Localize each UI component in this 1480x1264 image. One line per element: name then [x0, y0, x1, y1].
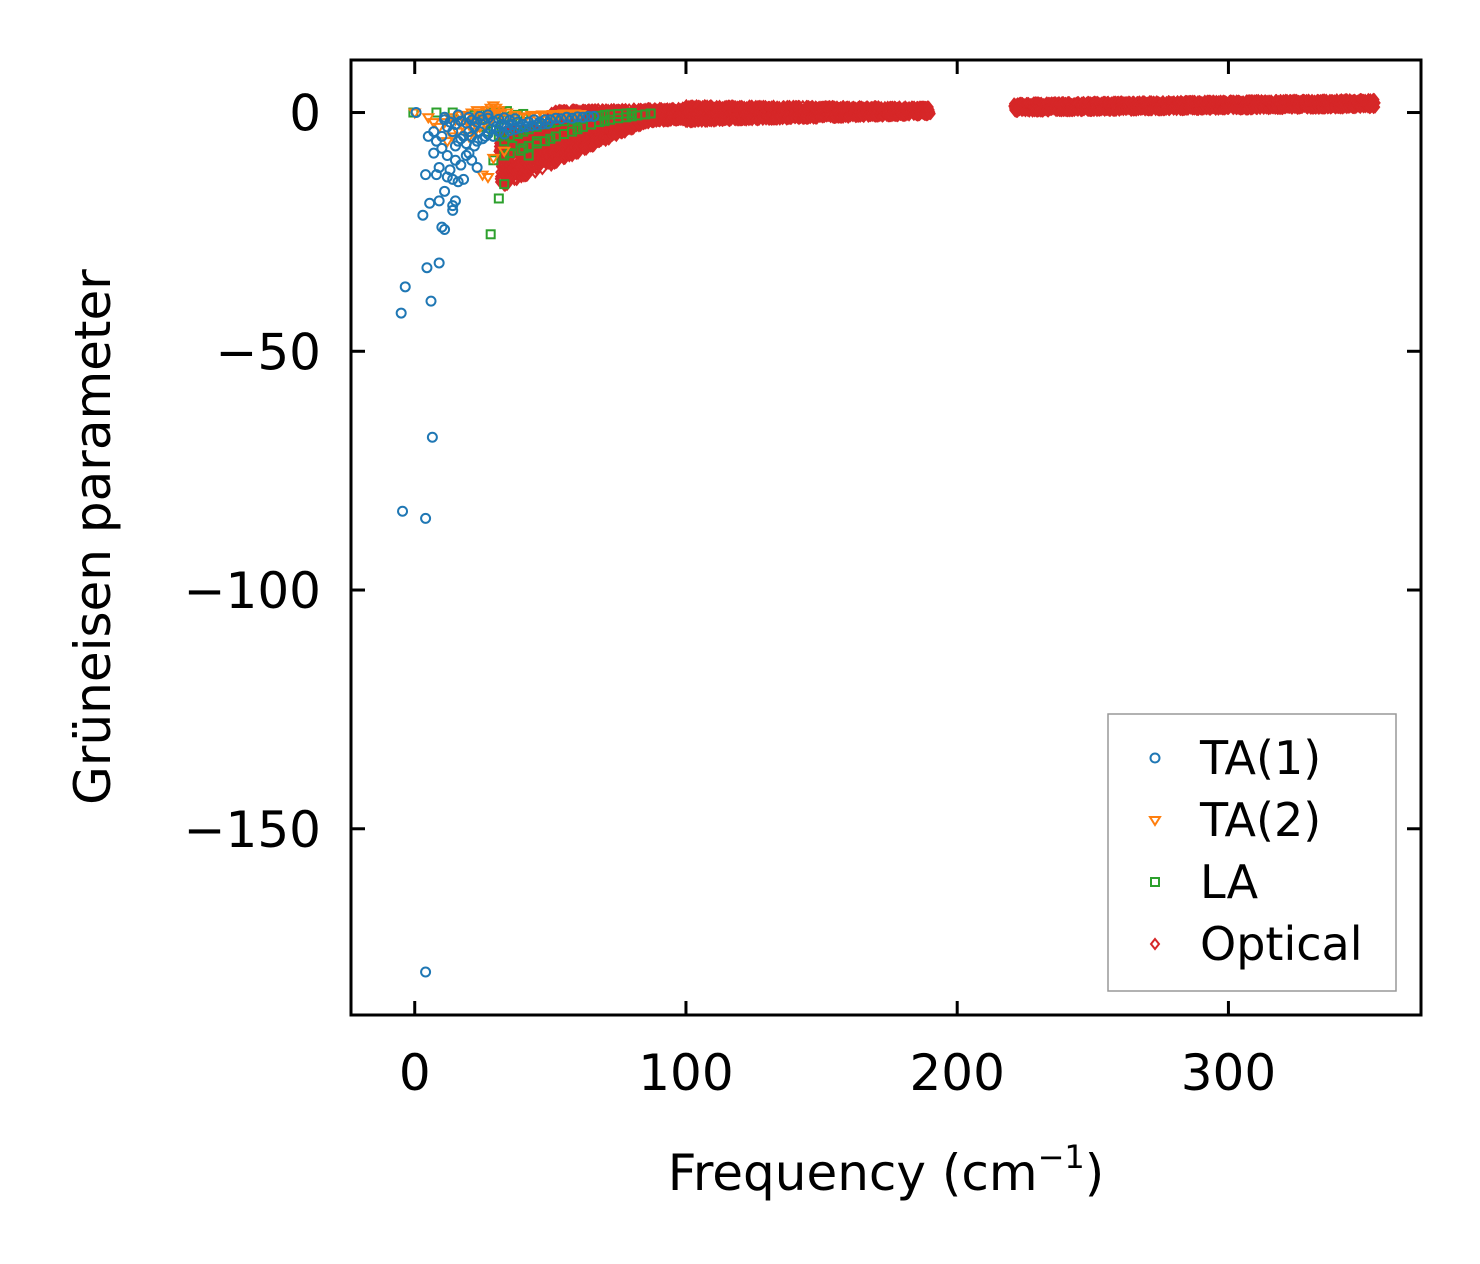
optical-point: [925, 107, 936, 121]
optical-point: [924, 103, 935, 117]
data-layer: [395, 92, 1381, 978]
